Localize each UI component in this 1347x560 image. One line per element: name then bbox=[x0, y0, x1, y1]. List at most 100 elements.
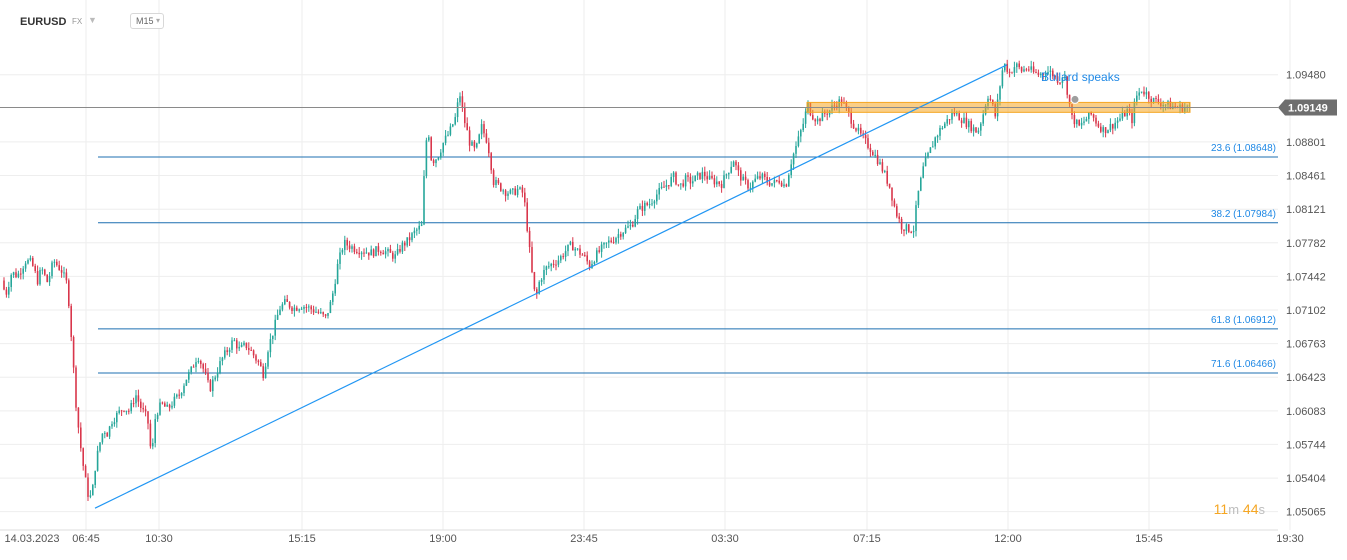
candle-body bbox=[310, 306, 312, 310]
candle-body bbox=[742, 176, 744, 181]
candle-body bbox=[507, 193, 509, 196]
candle-body bbox=[264, 366, 267, 379]
candle-body bbox=[617, 234, 620, 238]
candle-body bbox=[113, 422, 116, 425]
candle-body bbox=[689, 176, 692, 184]
candle-body bbox=[605, 242, 608, 244]
candle-body bbox=[896, 206, 898, 217]
candle-body bbox=[478, 134, 480, 144]
candle-body bbox=[176, 394, 178, 397]
y-tick-label: 1.06763 bbox=[1286, 339, 1326, 351]
candle-body bbox=[144, 409, 147, 412]
grid bbox=[0, 0, 1291, 530]
candle-body bbox=[276, 314, 279, 320]
candle-body bbox=[641, 205, 644, 211]
candle-body bbox=[286, 299, 288, 302]
candle-body bbox=[754, 178, 756, 182]
y-tick-label: 1.06423 bbox=[1286, 372, 1326, 384]
chevron-down-icon[interactable]: ▼ bbox=[88, 15, 97, 25]
candle-body bbox=[492, 170, 495, 185]
candle-body bbox=[737, 165, 740, 171]
candle-body bbox=[768, 182, 771, 186]
trend-line[interactable] bbox=[94, 64, 1008, 509]
candle-body bbox=[572, 241, 574, 251]
candle-body bbox=[183, 385, 185, 394]
candle-body bbox=[260, 362, 262, 367]
candle-body bbox=[236, 340, 238, 349]
candle-body bbox=[430, 137, 432, 161]
candle-body bbox=[214, 377, 216, 380]
timeframe-label: M15 bbox=[136, 16, 154, 26]
candle-body bbox=[975, 127, 977, 133]
candle-body bbox=[137, 395, 140, 402]
candle-body bbox=[212, 379, 214, 392]
candle-body bbox=[480, 124, 483, 135]
candle-body bbox=[711, 175, 713, 179]
candle-body bbox=[747, 180, 749, 189]
candle-body bbox=[519, 187, 521, 189]
candle-body bbox=[396, 249, 399, 255]
candle-body bbox=[581, 254, 584, 256]
candle-body bbox=[629, 224, 632, 227]
candle-body bbox=[624, 227, 627, 233]
candle-body bbox=[1001, 70, 1004, 87]
candle-body bbox=[500, 183, 502, 191]
candle-body bbox=[399, 249, 401, 252]
candle-body bbox=[898, 216, 900, 219]
candle-body bbox=[291, 307, 293, 312]
candle-body bbox=[1080, 122, 1083, 126]
candle-body bbox=[903, 229, 905, 232]
candle-body bbox=[802, 123, 804, 131]
candle-body bbox=[533, 272, 536, 290]
candle-body bbox=[893, 200, 896, 207]
candle-body bbox=[497, 179, 500, 184]
candle-body bbox=[490, 153, 492, 171]
candle-body bbox=[125, 410, 128, 412]
fib-level-label: 71.6 (1.06466) bbox=[1211, 359, 1276, 370]
candle-body bbox=[521, 187, 524, 193]
candle-body bbox=[656, 194, 658, 202]
candle-body bbox=[200, 360, 202, 365]
candle-body bbox=[502, 190, 504, 192]
candle-body bbox=[406, 237, 408, 246]
candle-body bbox=[593, 262, 596, 264]
timeframe-selector[interactable]: M15 ▾ bbox=[130, 13, 164, 29]
candle-body bbox=[1025, 69, 1028, 71]
candle-body bbox=[89, 495, 92, 497]
candle-body bbox=[785, 184, 788, 187]
candle-body bbox=[855, 128, 857, 131]
candle-body bbox=[384, 251, 387, 255]
candle-body bbox=[77, 407, 80, 428]
candle-body bbox=[764, 173, 766, 177]
candle-body bbox=[454, 117, 456, 125]
candle-body bbox=[303, 306, 305, 309]
candle-body bbox=[968, 121, 970, 128]
candle-body bbox=[363, 252, 365, 254]
candle-body bbox=[1056, 76, 1059, 83]
candle-body bbox=[557, 260, 560, 265]
candle-body bbox=[1100, 126, 1102, 132]
candle-body bbox=[372, 249, 375, 257]
candle-body bbox=[960, 120, 963, 124]
annotations[interactable]: Bullard speaks bbox=[1041, 70, 1120, 104]
market-label[interactable]: FX bbox=[72, 17, 83, 26]
fibonacci-levels[interactable]: 23.6 (1.08648) 38.2 (1.07984) 61.8 (1.0691… bbox=[98, 143, 1278, 374]
symbol-label[interactable]: EURUSD bbox=[20, 16, 67, 28]
candle-body bbox=[1157, 98, 1160, 103]
candle-body bbox=[468, 130, 471, 146]
candle-body bbox=[56, 261, 58, 266]
candle-body bbox=[360, 252, 363, 255]
candle-body bbox=[442, 142, 444, 153]
candle-body bbox=[336, 263, 339, 284]
candle-body bbox=[1032, 66, 1035, 72]
x-tick-label: 15:45 bbox=[1135, 533, 1163, 545]
candle-body bbox=[725, 174, 728, 176]
candle-body bbox=[701, 171, 704, 179]
candle-body bbox=[749, 187, 752, 189]
candle-body bbox=[1090, 112, 1092, 115]
candle-body bbox=[800, 130, 802, 137]
candle-body bbox=[977, 130, 980, 133]
candle-body bbox=[516, 188, 519, 195]
